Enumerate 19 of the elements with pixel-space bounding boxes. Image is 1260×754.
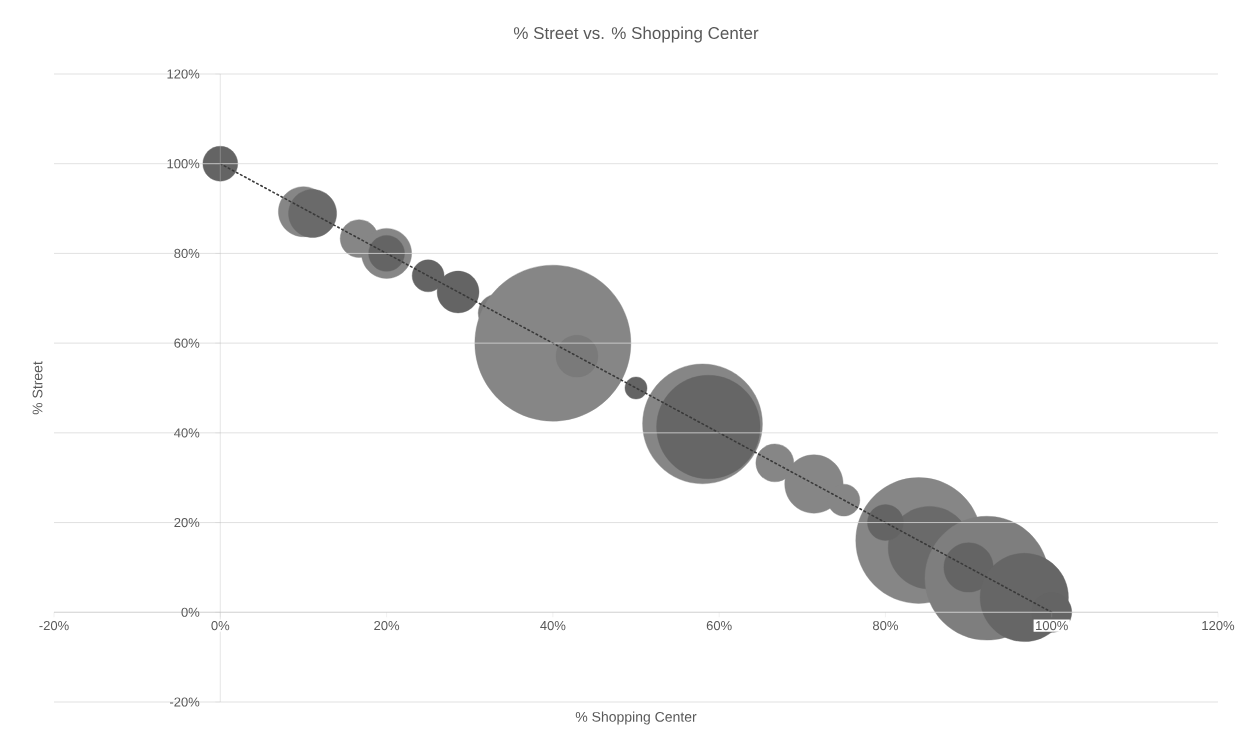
y-tick-label: 0% [181, 607, 200, 617]
x-tick-label: 20% [374, 620, 400, 631]
x-tick-label: 80% [872, 620, 898, 631]
chart-title: % Street vs. % Shopping Center [513, 26, 759, 43]
x-tick-label: -20% [39, 620, 69, 631]
y-tick-label: 60% [174, 338, 200, 348]
x-axis-title: % Shopping Center [575, 711, 697, 725]
x-tick-label: 0% [211, 620, 230, 631]
y-tick-label: 100% [167, 159, 200, 169]
x-tick-label: 100% [1036, 620, 1068, 631]
y-tick-label: 40% [174, 428, 200, 438]
x-tick-label: 40% [540, 620, 566, 631]
y-tick-label: 80% [174, 248, 200, 259]
x-tick-label: 60% [706, 620, 732, 631]
y-tick-label: 120% [167, 69, 200, 79]
y-axis-title: % Street [32, 361, 43, 415]
y-tick-label: -20% [169, 697, 200, 707]
x-tick-label: 120% [1202, 620, 1235, 631]
y-tick-label: 20% [174, 517, 200, 528]
